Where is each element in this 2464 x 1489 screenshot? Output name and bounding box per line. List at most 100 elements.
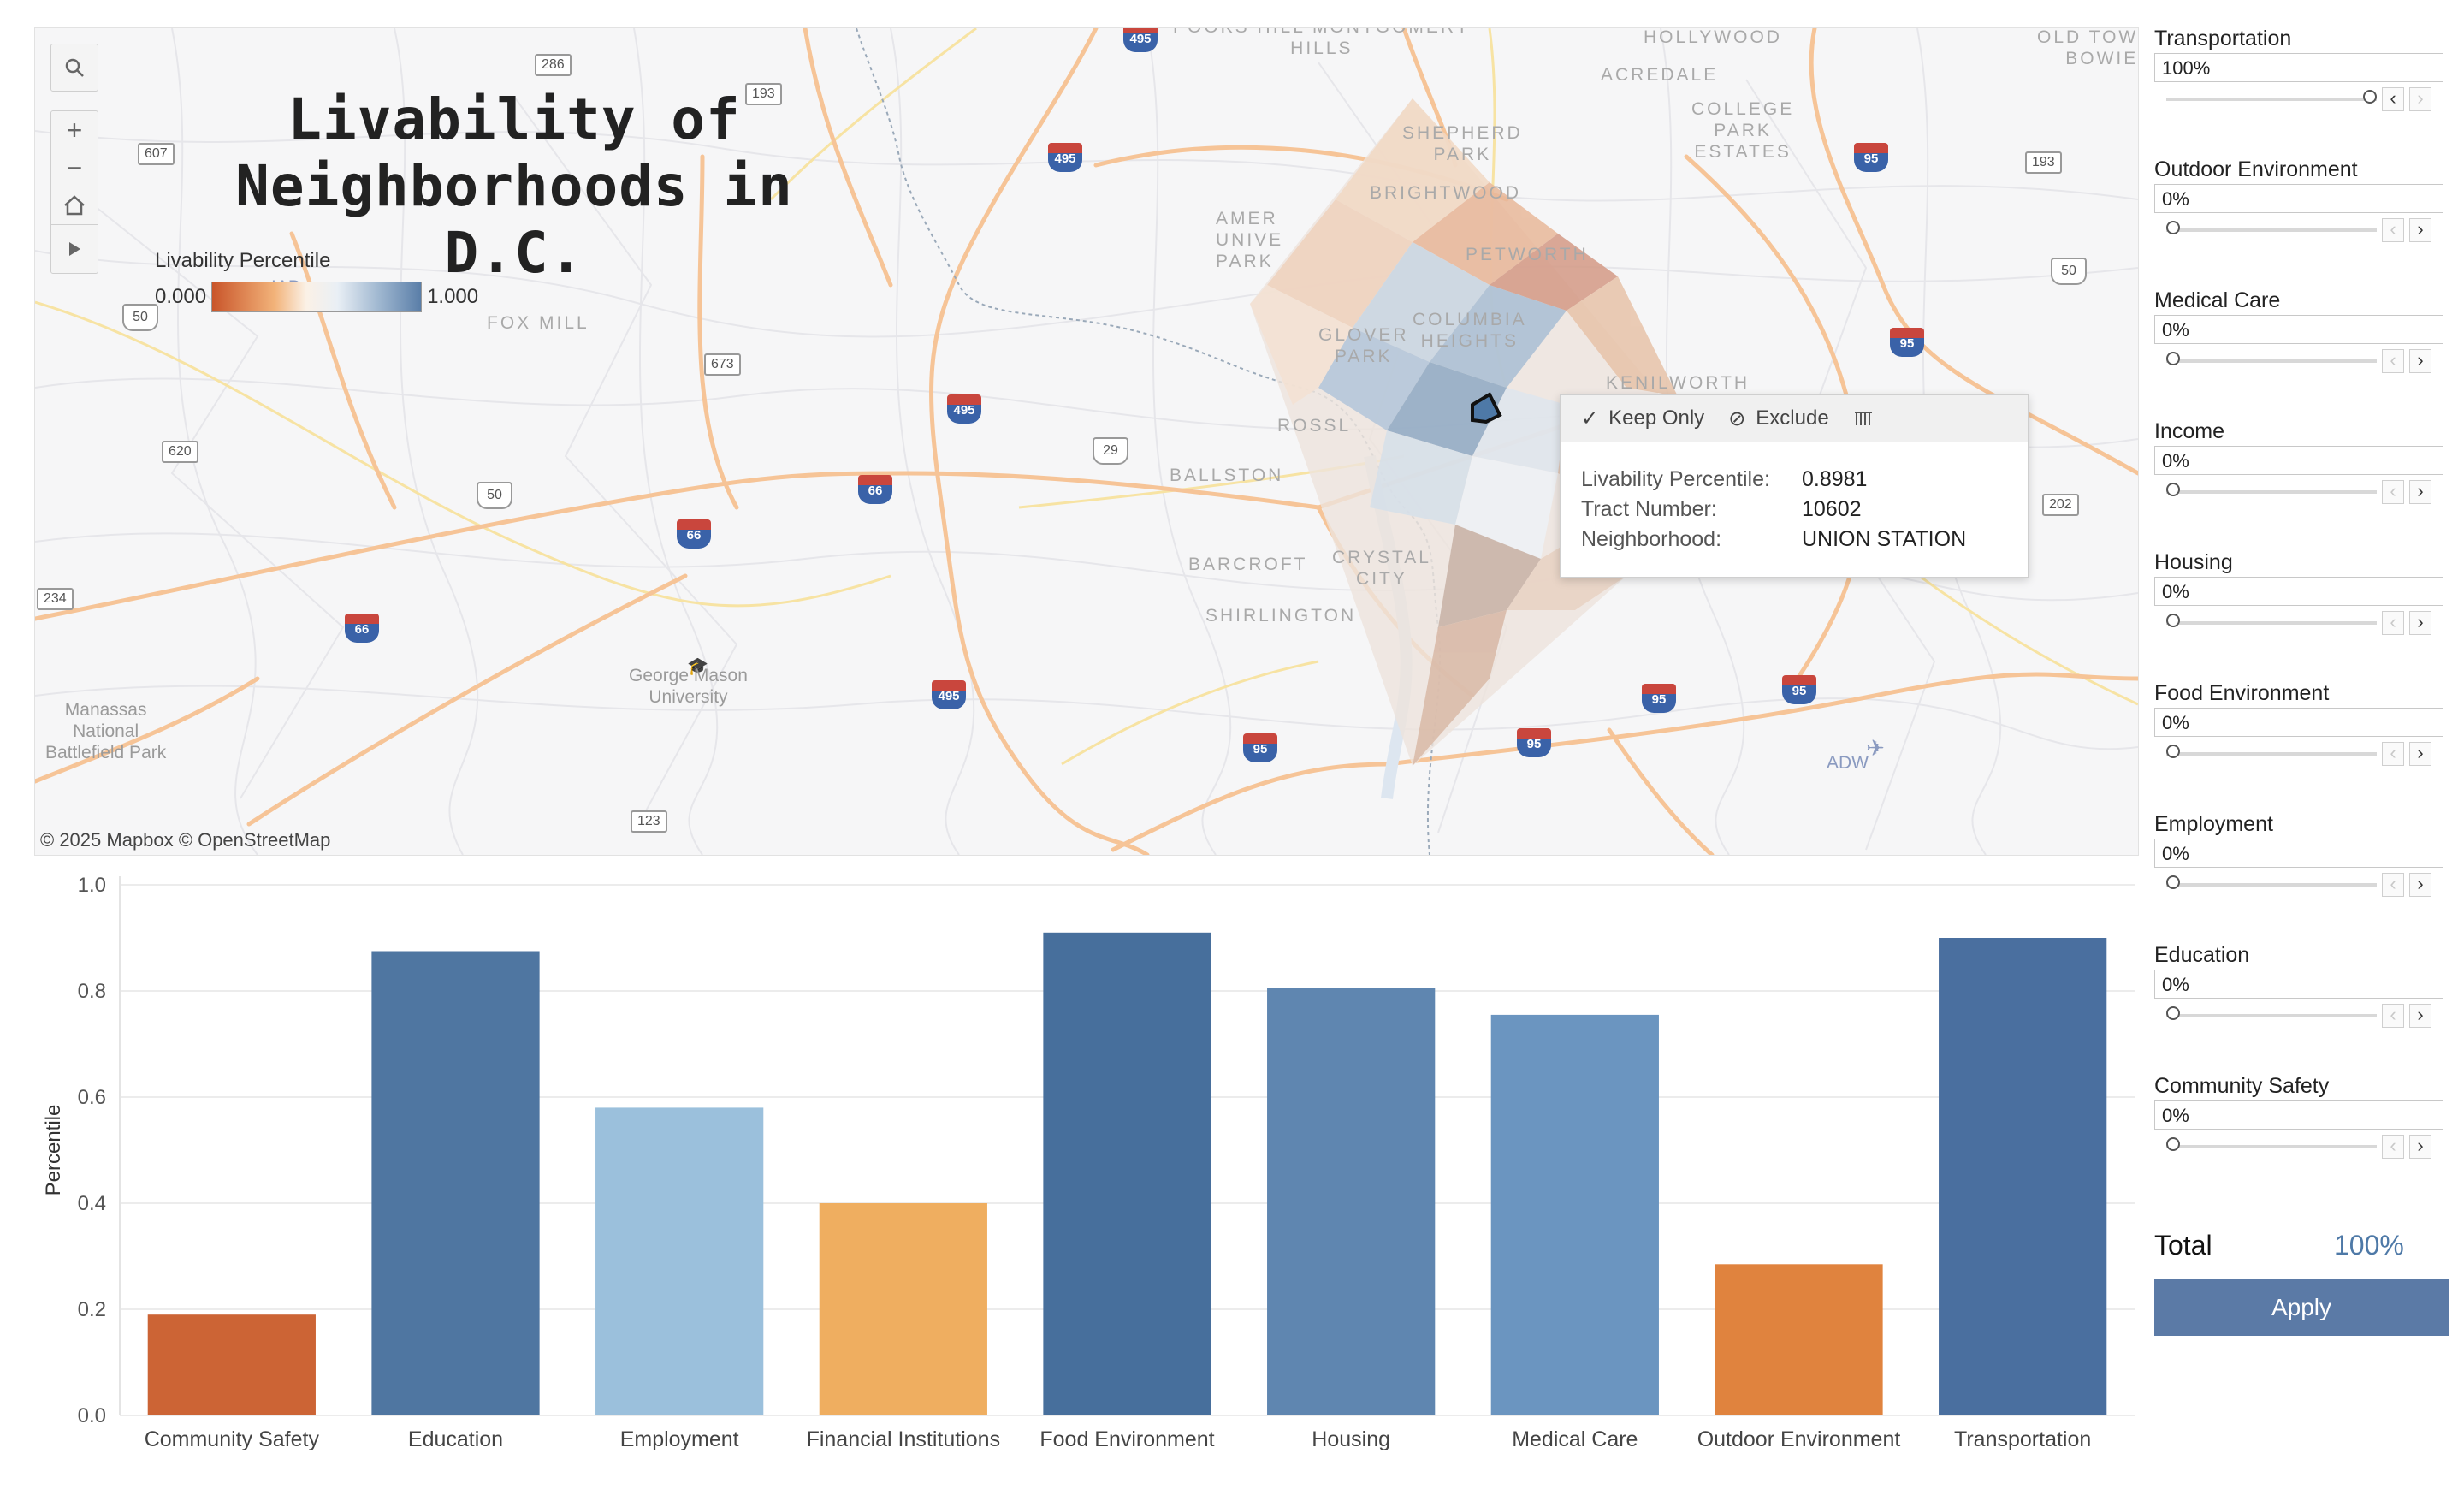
place-label-pooks-hill: POOKS HILL MONTGOMERY HILLS xyxy=(1173,28,1468,58)
map-controls: + − xyxy=(50,110,98,274)
param-title: Income xyxy=(2154,419,2224,443)
increment-button[interactable]: › xyxy=(2409,611,2431,635)
interstate-shield: 95 xyxy=(1517,728,1551,757)
x-tick-label: Employment xyxy=(620,1427,739,1451)
tooltip-value: 10602 xyxy=(1802,497,1862,521)
place-label-american: AMER UNIVE PARK xyxy=(1216,209,1284,271)
home-icon[interactable] xyxy=(51,187,98,224)
param-slider[interactable] xyxy=(2166,352,2377,365)
param-slider-row: ‹ › xyxy=(2154,215,2454,246)
percentile-bar-chart: 0.0 0.2 0.4 0.6 0.8 1.0 Percentile Community Sa… xyxy=(42,874,2135,1451)
place-label-shepherd-park: SHEPHERD PARK xyxy=(1402,123,1523,164)
param-slider[interactable] xyxy=(2166,744,2377,758)
param-medical-care: Medical Care 0% ‹ › xyxy=(2154,286,2454,417)
param-input[interactable]: 0% xyxy=(2154,1100,2443,1130)
increment-button[interactable]: › xyxy=(2409,349,2431,373)
map-copyright[interactable]: © 2025 Mapbox © OpenStreetMap xyxy=(40,829,331,851)
total-row: Total 100% xyxy=(2154,1219,2454,1271)
decrement-button[interactable]: ‹ xyxy=(2382,87,2404,111)
increment-button[interactable]: › xyxy=(2409,1135,2431,1159)
increment-button[interactable]: › xyxy=(2409,218,2431,242)
slider-knob[interactable] xyxy=(2166,483,2180,496)
param-input[interactable]: 0% xyxy=(2154,446,2443,475)
x-tick-label: Housing xyxy=(1312,1427,1390,1451)
legend-gradient xyxy=(211,282,423,312)
place-label-columbia: COLUMBIA HEIGHTS xyxy=(1413,310,1527,351)
exclude-icon: ⊘ xyxy=(1728,406,1746,430)
map-view[interactable]: ✈ 🎓 HOLLYWOOD ACREDALE COLLEGE PARK ESTA… xyxy=(34,27,2139,856)
slider-knob[interactable] xyxy=(2166,1137,2180,1151)
keep-only-button[interactable]: ✓ Keep Only xyxy=(1581,406,1704,431)
slider-knob[interactable] xyxy=(2166,221,2180,234)
param-input[interactable]: 0% xyxy=(2154,577,2443,606)
decrement-button[interactable]: ‹ xyxy=(2382,349,2404,373)
slider-knob[interactable] xyxy=(2166,744,2180,758)
place-label-glover: GLOVER PARK xyxy=(1318,325,1409,366)
slider-knob[interactable] xyxy=(2363,90,2377,104)
slider-knob[interactable] xyxy=(2166,1006,2180,1020)
check-icon: ✓ xyxy=(1581,406,1599,430)
param-slider-row: ‹ › xyxy=(2154,1000,2454,1031)
decrement-button[interactable]: ‹ xyxy=(2382,480,2404,504)
route-shield: 202 xyxy=(2042,494,2079,516)
interstate-shield: 95 xyxy=(1782,675,1816,704)
decrement-button[interactable]: ‹ xyxy=(2382,742,2404,766)
view-data-button[interactable] xyxy=(1853,410,1874,427)
apply-button[interactable]: Apply xyxy=(2154,1279,2449,1336)
param-input[interactable]: 0% xyxy=(2154,839,2443,868)
table-icon xyxy=(1854,412,1872,425)
param-title: Food Environment xyxy=(2154,681,2330,705)
param-input[interactable]: 0% xyxy=(2154,708,2443,737)
slider-knob[interactable] xyxy=(2166,352,2180,365)
interstate-shield: 95 xyxy=(1243,733,1277,762)
zoom-in-icon[interactable]: + xyxy=(66,114,83,145)
param-slider-row: ‹ › xyxy=(2154,1131,2454,1162)
param-input[interactable]: 0% xyxy=(2154,970,2443,999)
us-route-shield: 29 xyxy=(1093,437,1128,465)
param-slider-row: ‹ › xyxy=(2154,739,2454,769)
bar-education xyxy=(371,951,540,1415)
increment-button[interactable]: › xyxy=(2409,873,2431,897)
interstate-shield: 95 xyxy=(1642,684,1676,713)
x-tick-label: Food Environment xyxy=(1040,1427,1214,1451)
param-input[interactable]: 100% xyxy=(2154,53,2443,82)
interstate-shield: 495 xyxy=(1123,28,1158,52)
decrement-button[interactable]: ‹ xyxy=(2382,218,2404,242)
interstate-shield: 66 xyxy=(677,519,711,549)
increment-button[interactable]: › xyxy=(2409,742,2431,766)
param-slider[interactable] xyxy=(2166,1137,2377,1151)
search-icon[interactable] xyxy=(50,44,98,92)
decrement-button[interactable]: ‹ xyxy=(2382,1004,2404,1028)
param-slider[interactable] xyxy=(2166,221,2377,234)
bar-food-environment xyxy=(1043,932,1211,1415)
param-slider[interactable] xyxy=(2166,1006,2377,1020)
decrement-button[interactable]: ‹ xyxy=(2382,873,2404,897)
increment-button[interactable]: › xyxy=(2409,480,2431,504)
slider-knob[interactable] xyxy=(2166,875,2180,889)
increment-button[interactable]: › xyxy=(2409,1004,2431,1028)
decrement-button[interactable]: ‹ xyxy=(2382,1135,2404,1159)
x-tick-label: Transportation xyxy=(1954,1427,2091,1451)
play-icon[interactable] xyxy=(51,224,98,273)
param-input[interactable]: 0% xyxy=(2154,315,2443,344)
tooltip-key: Tract Number: xyxy=(1581,497,1717,521)
route-shield: 607 xyxy=(138,143,175,165)
interstate-shield: 95 xyxy=(1890,328,1924,357)
y-tick-label: 0.4 xyxy=(78,1192,106,1215)
place-label-kenilworth: KENILWORTH xyxy=(1606,373,1750,393)
x-tick-label: Outdoor Environment xyxy=(1697,1427,1901,1451)
param-slider[interactable] xyxy=(2166,875,2377,889)
param-slider[interactable] xyxy=(2166,614,2377,627)
x-tick-label: Community Safety xyxy=(145,1427,320,1451)
exclude-button[interactable]: ⊘ Exclude xyxy=(1728,406,1829,431)
y-tick-label: 0.6 xyxy=(78,1086,106,1109)
decrement-button[interactable]: ‹ xyxy=(2382,611,2404,635)
place-label-brightwood: BRIGHTWOOD xyxy=(1370,183,1521,203)
param-input[interactable]: 0% xyxy=(2154,184,2443,213)
increment-button[interactable]: › xyxy=(2409,87,2431,111)
slider-knob[interactable] xyxy=(2166,614,2180,627)
param-income: Income 0% ‹ › xyxy=(2154,417,2454,548)
param-slider[interactable] xyxy=(2166,90,2377,104)
zoom-out-icon[interactable]: − xyxy=(66,151,83,183)
param-slider[interactable] xyxy=(2166,483,2377,496)
